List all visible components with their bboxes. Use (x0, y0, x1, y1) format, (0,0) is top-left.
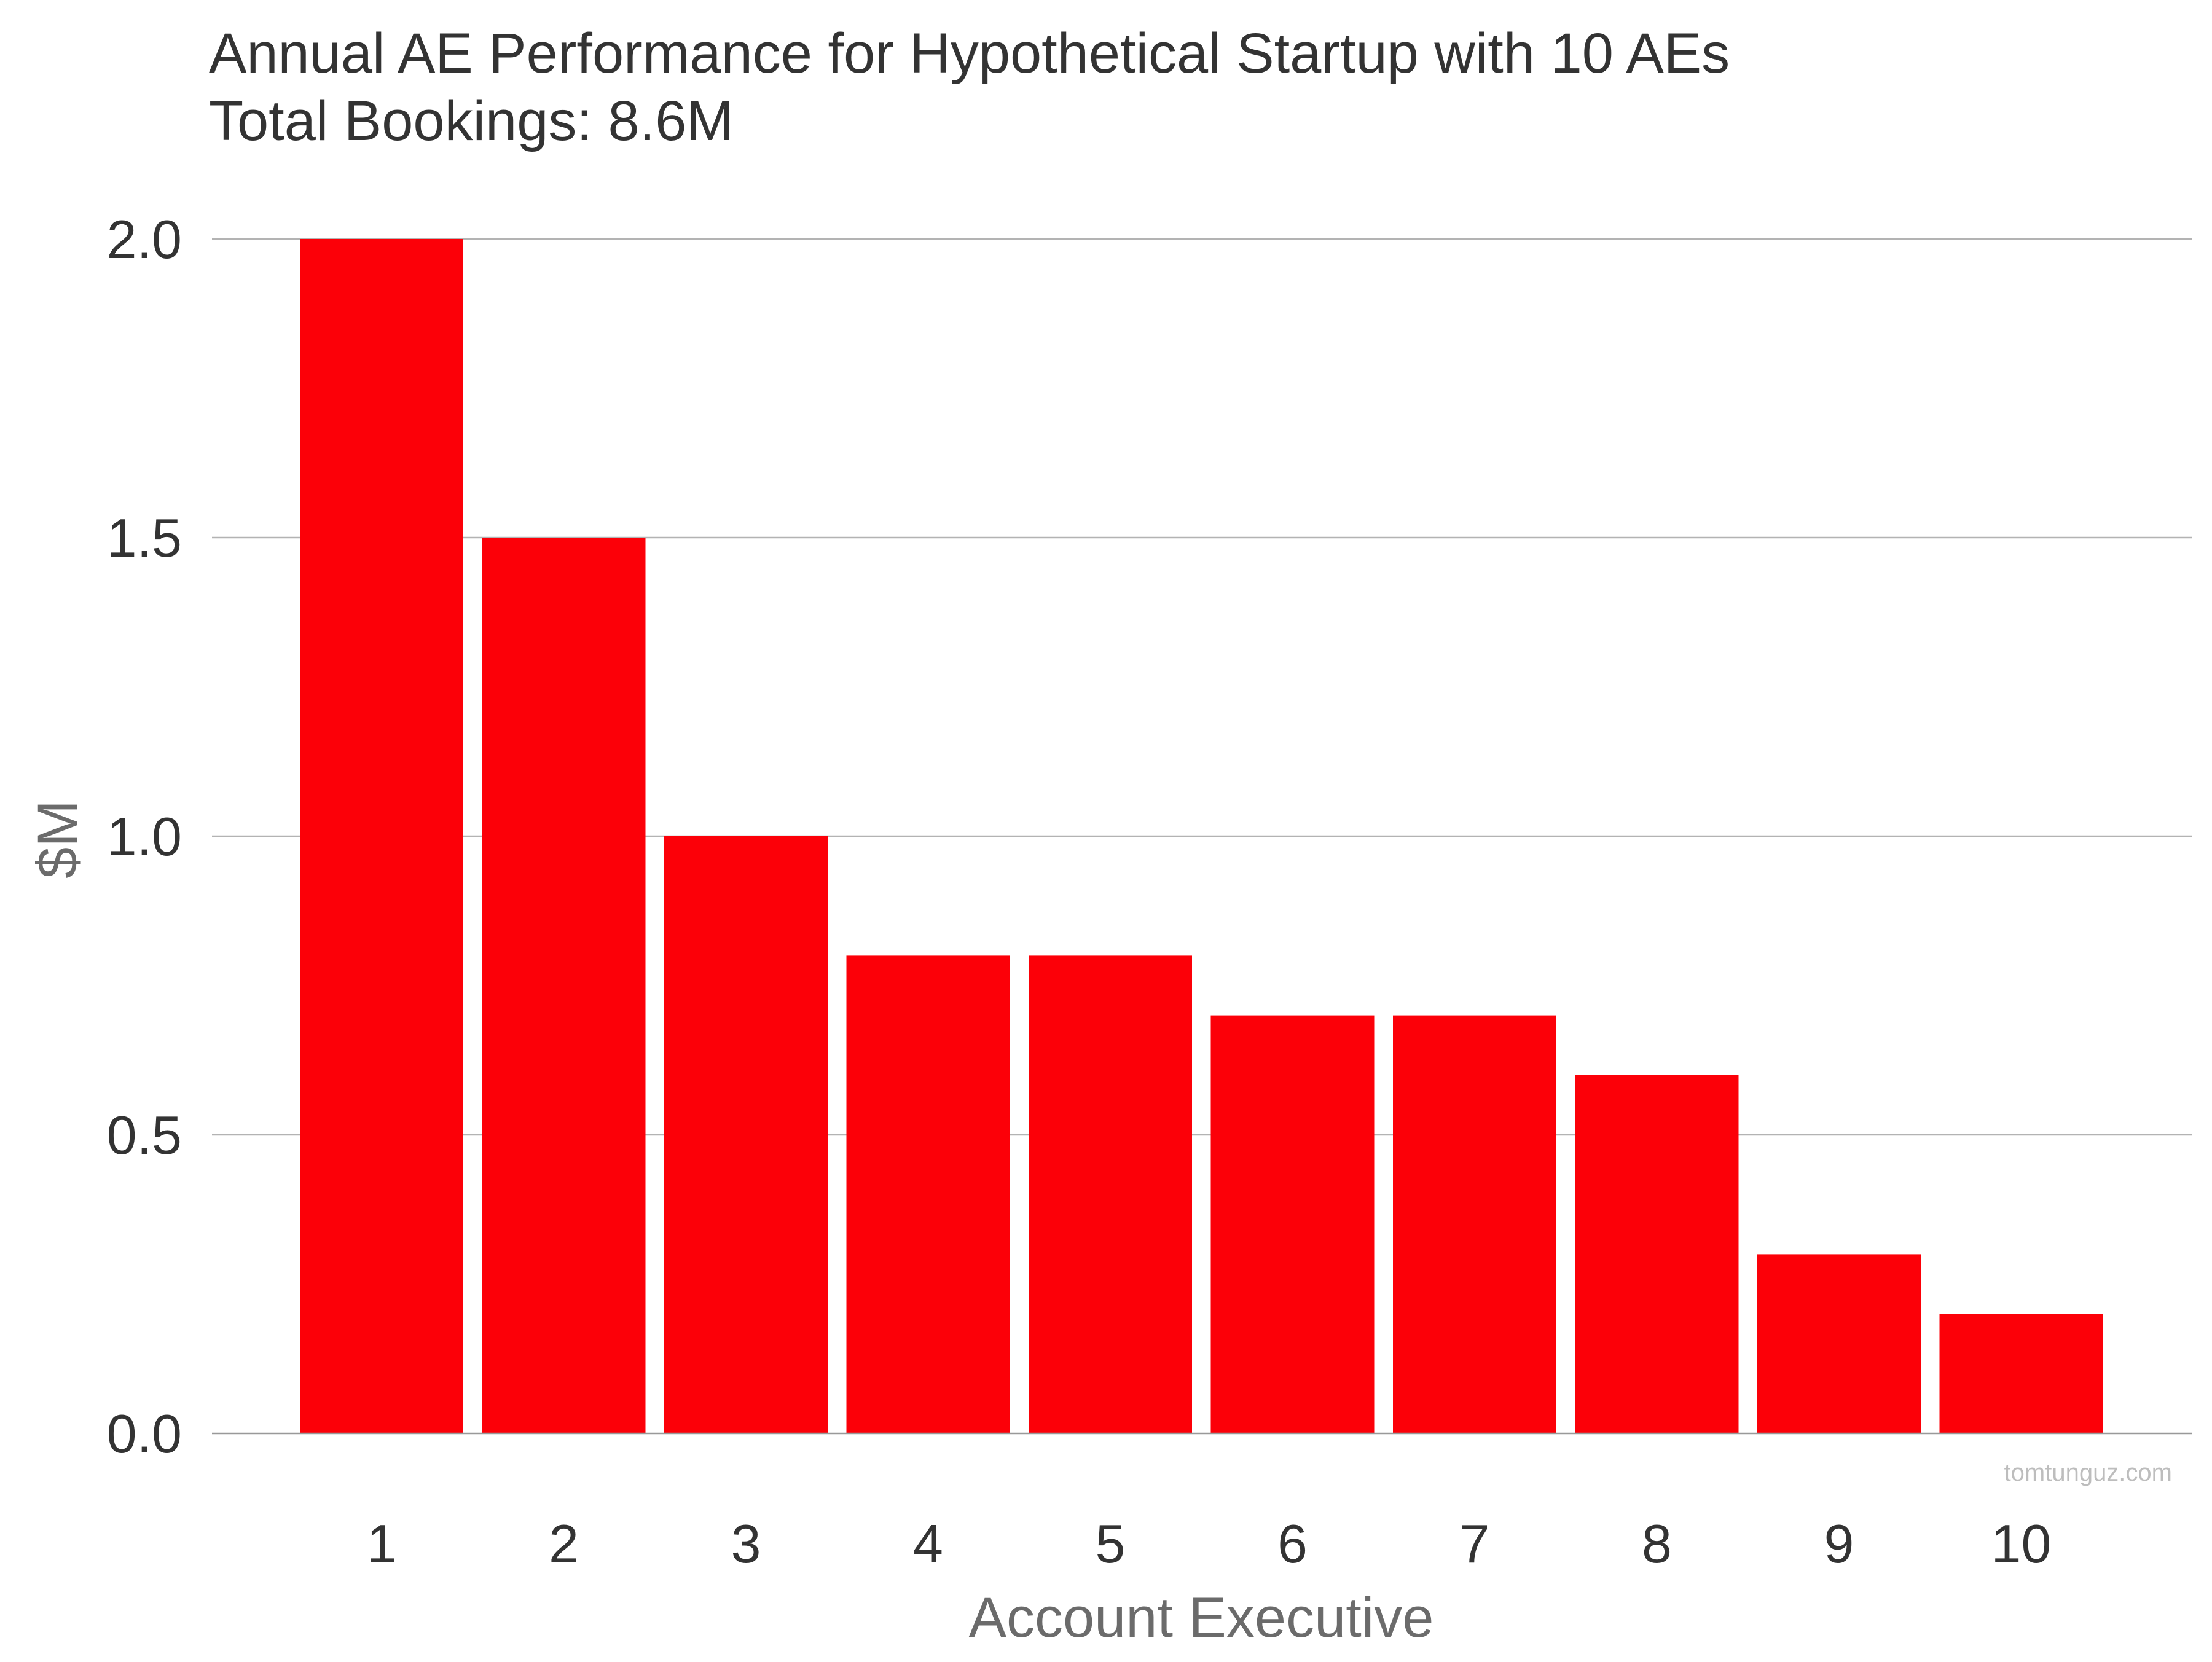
x-tick-label: 4 (913, 1513, 943, 1574)
bar-ae-1 (300, 239, 463, 1433)
bar-ae-4 (846, 955, 1010, 1433)
x-axis-title: Account Executive (969, 1586, 1434, 1649)
y-axis-ticks: 0.0 0.5 1.0 1.5 2.0 (107, 209, 182, 1464)
bar-ae-7 (1393, 1015, 1556, 1433)
y-axis-title: $M (26, 800, 89, 879)
bar-ae-6 (1210, 1015, 1375, 1433)
x-tick-label: 7 (1460, 1513, 1490, 1574)
bar-ae-10 (1939, 1314, 2103, 1433)
bar-ae-2 (482, 538, 646, 1433)
y-tick-label: 1.5 (107, 508, 182, 568)
x-axis-ticks: 1 2 3 4 5 6 7 8 9 10 (367, 1513, 2052, 1574)
y-tick-label: 0.5 (107, 1105, 182, 1166)
y-tick-label: 1.0 (107, 806, 182, 867)
x-tick-label: 2 (549, 1513, 579, 1574)
bar-ae-3 (664, 836, 828, 1433)
watermark: tomtunguz.com (2004, 1459, 2172, 1486)
x-tick-label: 8 (1642, 1513, 1672, 1574)
x-tick-label: 3 (731, 1513, 761, 1574)
y-tick-label: 2.0 (107, 209, 182, 270)
x-tick-label: 1 (367, 1513, 397, 1574)
bar-ae-5 (1029, 955, 1192, 1433)
chart-subtitle: Total Bookings: 8.6M (209, 90, 734, 152)
x-tick-label: 6 (1277, 1513, 1308, 1574)
y-tick-label: 0.0 (107, 1403, 182, 1464)
bar-ae-8 (1575, 1075, 1739, 1433)
bars (300, 239, 2103, 1433)
x-tick-label: 10 (1991, 1513, 2052, 1574)
bar-ae-9 (1757, 1254, 1921, 1433)
x-tick-label: 9 (1824, 1513, 1854, 1574)
chart-title: Annual AE Performance for Hypothetical S… (209, 22, 1730, 85)
x-tick-label: 5 (1096, 1513, 1126, 1574)
